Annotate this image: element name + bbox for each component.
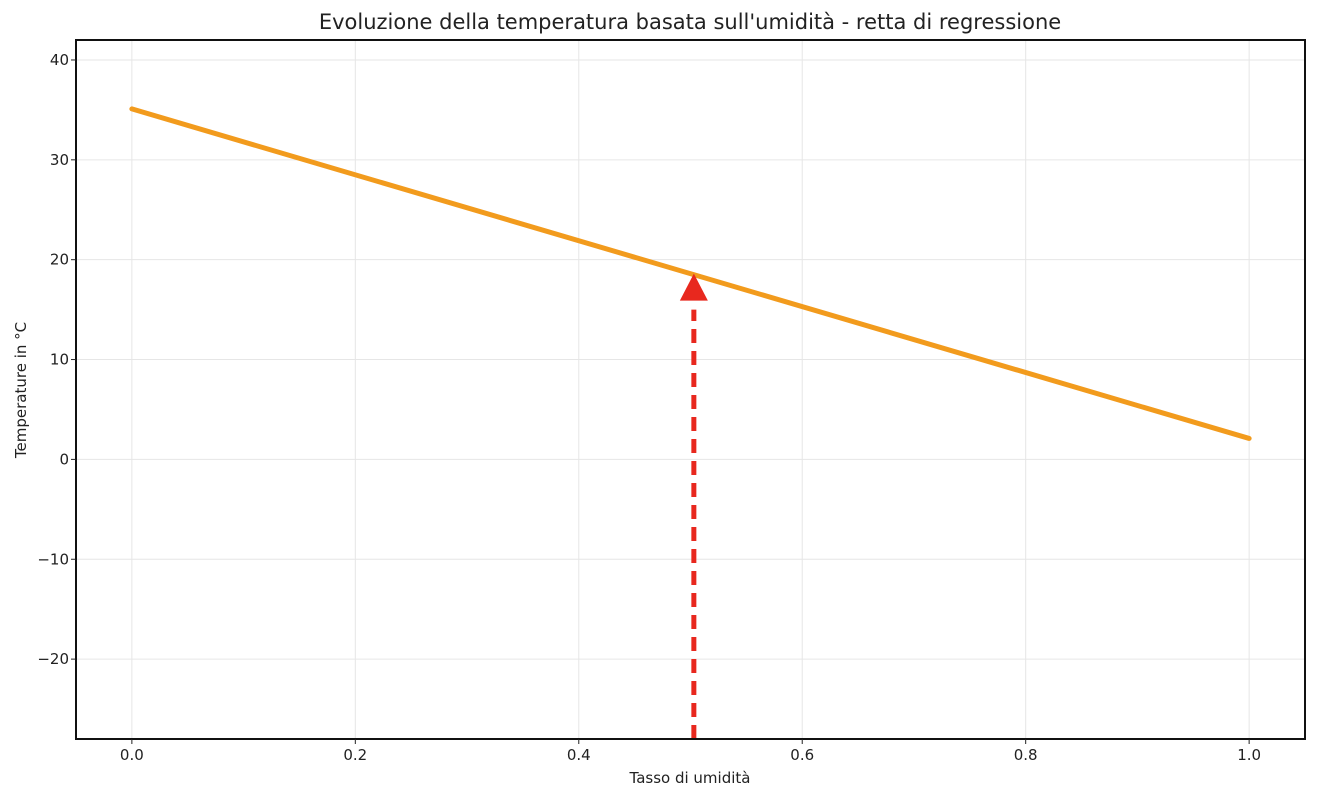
annotation-layer: [679, 273, 708, 739]
x-axis-ticks: 0.0 0.2 0.4 0.6 0.8 1.0: [120, 739, 1261, 764]
arrow-head-icon: [679, 273, 708, 301]
chart-title: Evoluzione della temperatura basata sull…: [319, 10, 1061, 34]
y-tick-label: 10: [50, 351, 69, 369]
y-tick-label: −10: [37, 550, 69, 568]
x-tick-label: 1.0: [1237, 746, 1261, 764]
y-tick-label: 20: [50, 251, 69, 269]
y-axis-label: Temperature in °C: [12, 322, 30, 459]
grid-lines: [76, 40, 1305, 739]
x-tick-label: 0.0: [120, 746, 144, 764]
x-tick-label: 0.8: [1014, 746, 1038, 764]
y-axis-ticks: −20 −10 0 10 20 30 40: [37, 51, 76, 668]
y-tick-label: 40: [50, 51, 69, 69]
x-tick-label: 0.6: [790, 746, 814, 764]
y-tick-label: −20: [37, 650, 69, 668]
y-tick-label: 0: [59, 450, 69, 468]
x-tick-label: 0.4: [567, 746, 591, 764]
y-tick-label: 30: [50, 151, 69, 169]
plot-frame: [75, 39, 1306, 740]
x-tick-label: 0.2: [343, 746, 367, 764]
regression-line: [129, 106, 1252, 441]
series-layer: [129, 106, 1252, 441]
x-axis-label: Tasso di umidità: [629, 769, 751, 787]
